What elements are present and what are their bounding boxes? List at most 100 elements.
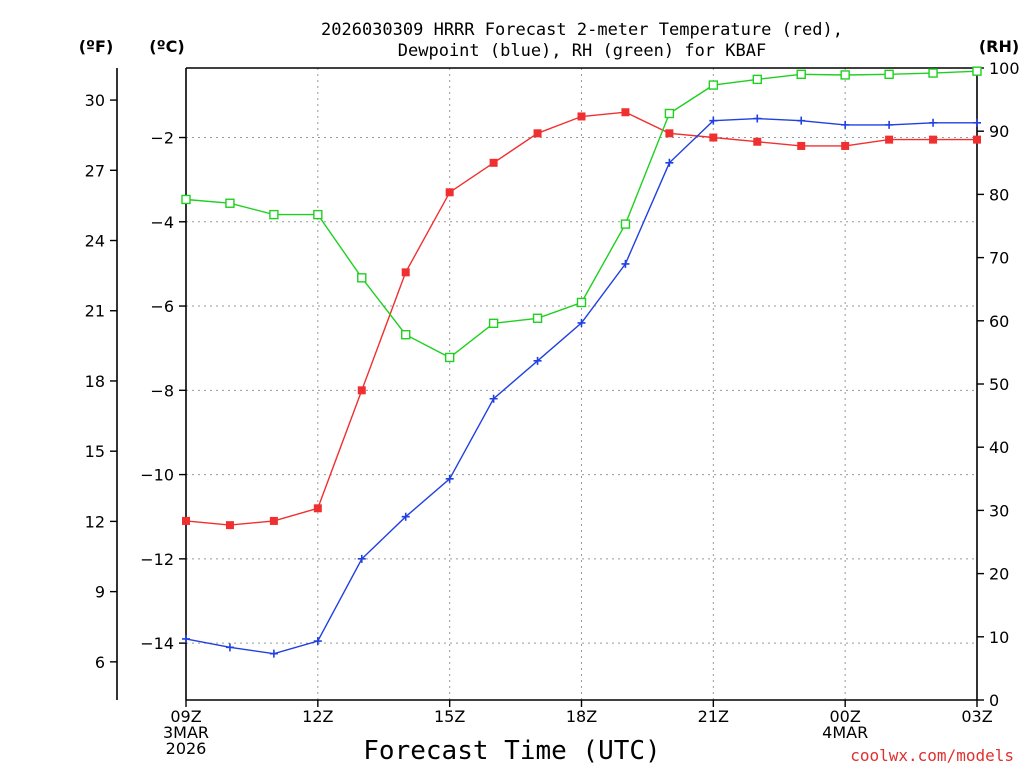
temperature-point xyxy=(709,133,718,142)
temperature-point xyxy=(357,386,366,395)
rh-point xyxy=(532,313,543,323)
rh-point xyxy=(620,219,631,229)
rh-tick-label: 80 xyxy=(989,185,1009,204)
celsius-tick-label: −10 xyxy=(140,466,174,485)
rh-point xyxy=(840,70,850,80)
celsius-tick-label: −6 xyxy=(150,297,174,316)
dewpoint-point xyxy=(665,158,674,167)
chart-title: 2026030309 HRRR Forecast 2-meter Tempera… xyxy=(321,20,843,61)
rh-point xyxy=(357,273,367,283)
temperature-point xyxy=(269,516,278,525)
dewpoint-point xyxy=(929,118,938,127)
rh-tick-label: 50 xyxy=(989,375,1009,394)
dewpoint-point xyxy=(533,356,542,365)
rh-unit-label: (RH) xyxy=(979,37,1019,56)
x-tick-label: 03Z xyxy=(961,707,992,726)
temperature-point xyxy=(665,129,674,138)
celsius-tick-label: −14 xyxy=(140,634,174,653)
x-tick-label-line: 03Z xyxy=(961,707,992,726)
rh-point xyxy=(884,69,894,80)
x-tick-label-line: 12Z xyxy=(302,707,333,726)
x-tick-label-line: 18Z xyxy=(566,707,597,726)
fahrenheit-tick-label: 24 xyxy=(85,232,105,251)
fahrenheit-tick-label: 21 xyxy=(85,302,105,321)
fahrenheit-tick-label: 30 xyxy=(85,91,105,110)
celsius-unit-label: (ºC) xyxy=(149,37,184,56)
x-tick-label-line: 00Z xyxy=(830,707,861,726)
temperature-point xyxy=(533,129,542,138)
rh-point xyxy=(928,68,938,78)
x-tick-label-line: 15Z xyxy=(434,707,465,726)
rh-tick-label: 0 xyxy=(989,691,999,710)
rh-tick-label: 60 xyxy=(989,312,1009,331)
axes: −14 −12 −10 −8 −6 −4 −2 6 9 12 15 18 21 24 27 30 0 10 20 30… xyxy=(85,59,1020,710)
temperature-line xyxy=(185,111,977,526)
rh-tick-label: 10 xyxy=(989,628,1009,647)
dewpoint-point xyxy=(269,649,278,658)
rh-tick-label: 30 xyxy=(989,501,1009,520)
temperature-point xyxy=(885,135,894,144)
rh-point xyxy=(488,318,499,329)
dewpoint-point xyxy=(797,116,806,125)
x-axis-tick-labels: 09Z 3MAR 2026 12Z 15Z 18Z 21Z 00Z 4MAR 03Z xyxy=(163,707,993,758)
rh-point xyxy=(972,66,982,76)
temperature-point xyxy=(401,268,410,277)
rh-point xyxy=(708,80,719,90)
fahrenheit-tick-label: 15 xyxy=(85,442,105,461)
fahrenheit-tick-label: 6 xyxy=(95,653,105,672)
temperature-point xyxy=(929,135,938,144)
temperature-point xyxy=(489,158,498,167)
temperature-point xyxy=(182,516,190,525)
rh-tick-label: 100 xyxy=(989,59,1020,78)
rh-point xyxy=(401,330,411,340)
dewpoint-point xyxy=(182,634,190,643)
grid-lines xyxy=(186,68,977,700)
dewpoint-point xyxy=(445,474,454,483)
rh-point xyxy=(752,74,762,85)
temperature-point xyxy=(841,141,850,150)
temperature-point xyxy=(797,141,806,150)
temperature-point xyxy=(445,188,454,197)
x-tick-label: 00Z 4MAR xyxy=(822,707,868,742)
rh-point xyxy=(576,297,587,308)
rh-tick-label: 40 xyxy=(989,438,1009,457)
dewpoint-point xyxy=(225,643,234,652)
rh-point xyxy=(444,352,455,363)
rh-tick-label: 20 xyxy=(989,565,1009,584)
x-tick-label: 15Z xyxy=(434,707,465,726)
temperature-point xyxy=(577,112,586,121)
dewpoint-point xyxy=(841,120,850,129)
celsius-tick-label: −8 xyxy=(150,381,174,400)
dewpoint-point xyxy=(709,116,718,125)
fahrenheit-unit-label: (ºF) xyxy=(79,37,114,56)
temperature-point xyxy=(225,521,234,530)
dewpoint-point xyxy=(313,637,322,646)
x-tick-label-line: 3MAR xyxy=(163,723,209,742)
fahrenheit-tick-label: 27 xyxy=(85,161,105,180)
x-tick-label: 09Z 3MAR 2026 xyxy=(163,707,209,758)
celsius-tick-label: −2 xyxy=(150,129,174,148)
celsius-tick-label: −4 xyxy=(150,213,174,232)
temperature-point xyxy=(753,137,762,146)
rh-tick-label: 90 xyxy=(989,122,1009,141)
rh-tick-label: 70 xyxy=(989,249,1009,268)
fahrenheit-tick-label: 9 xyxy=(95,583,105,602)
chart-title-line-2: Dewpoint (blue), RH (green) for KBAF xyxy=(398,41,766,61)
rh-point xyxy=(269,209,279,220)
x-tick-label-line: 09Z xyxy=(170,707,201,726)
x-tick-label: 12Z xyxy=(302,707,333,726)
dewpoint-point xyxy=(489,394,498,403)
x-axis-label: Forecast Time (UTC) xyxy=(363,736,660,766)
x-tick-label: 21Z xyxy=(698,707,729,726)
temperature-point xyxy=(313,504,322,513)
dewpoint-point xyxy=(753,114,762,123)
x-tick-label-line: 21Z xyxy=(698,707,729,726)
data-series xyxy=(181,66,982,658)
fahrenheit-tick-label: 12 xyxy=(85,512,105,531)
rh-point xyxy=(225,198,235,208)
dewpoint-point xyxy=(357,554,366,563)
temperature-point xyxy=(973,135,981,144)
x-tick-label-line: 2026 xyxy=(166,739,207,758)
credit-text: coolwx.com/models xyxy=(850,746,1014,765)
